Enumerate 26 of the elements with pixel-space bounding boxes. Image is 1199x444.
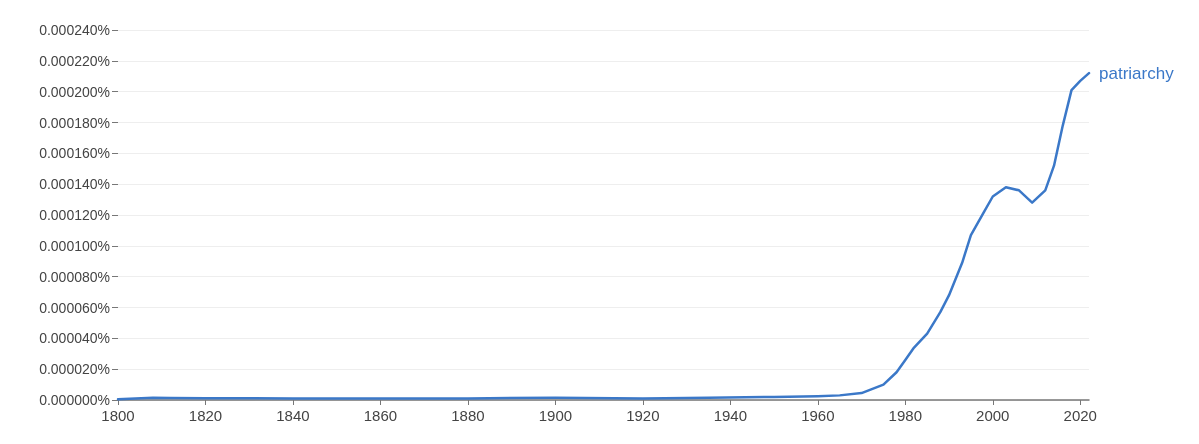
x-tick-label: 1980 bbox=[888, 407, 922, 424]
x-tick-label: 1960 bbox=[801, 407, 835, 424]
y-tick-label: 0.000120% bbox=[39, 207, 110, 223]
y-tick-label: 0.000040% bbox=[39, 330, 110, 347]
x-tick-label: 1880 bbox=[451, 407, 485, 424]
y-tick-label: 0.000160% bbox=[39, 145, 110, 162]
y-tick-label: 0.000220% bbox=[39, 52, 110, 69]
y-tick-label: 0.000020% bbox=[39, 361, 110, 378]
y-tick-label: 0.000180% bbox=[39, 114, 110, 131]
y-tick-label: 0.000060% bbox=[39, 299, 110, 316]
y-tick-label: 0.000200% bbox=[39, 83, 110, 100]
y-tick-label: 0.000140% bbox=[39, 176, 110, 193]
x-tick-label: 1860 bbox=[363, 407, 398, 424]
x-tick-label: 2000 bbox=[976, 407, 1010, 424]
y-tick-label: 0.000000% bbox=[39, 392, 110, 408]
x-tick-label: 1900 bbox=[538, 407, 573, 424]
x-tick-label: 1840 bbox=[276, 407, 310, 424]
y-tick-label: 0.000100% bbox=[39, 237, 110, 254]
series-label: patriarchy bbox=[1099, 63, 1175, 83]
y-tick-label: 0.000080% bbox=[39, 268, 110, 285]
x-tick-label: 1800 bbox=[101, 407, 135, 424]
x-tick-label: 2020 bbox=[1063, 407, 1097, 424]
x-tick-label: 1820 bbox=[188, 407, 223, 424]
x-tick-label: 1920 bbox=[626, 407, 660, 424]
y-tick-label: 0.000240% bbox=[39, 22, 110, 38]
x-tick-label: 1940 bbox=[713, 407, 748, 424]
